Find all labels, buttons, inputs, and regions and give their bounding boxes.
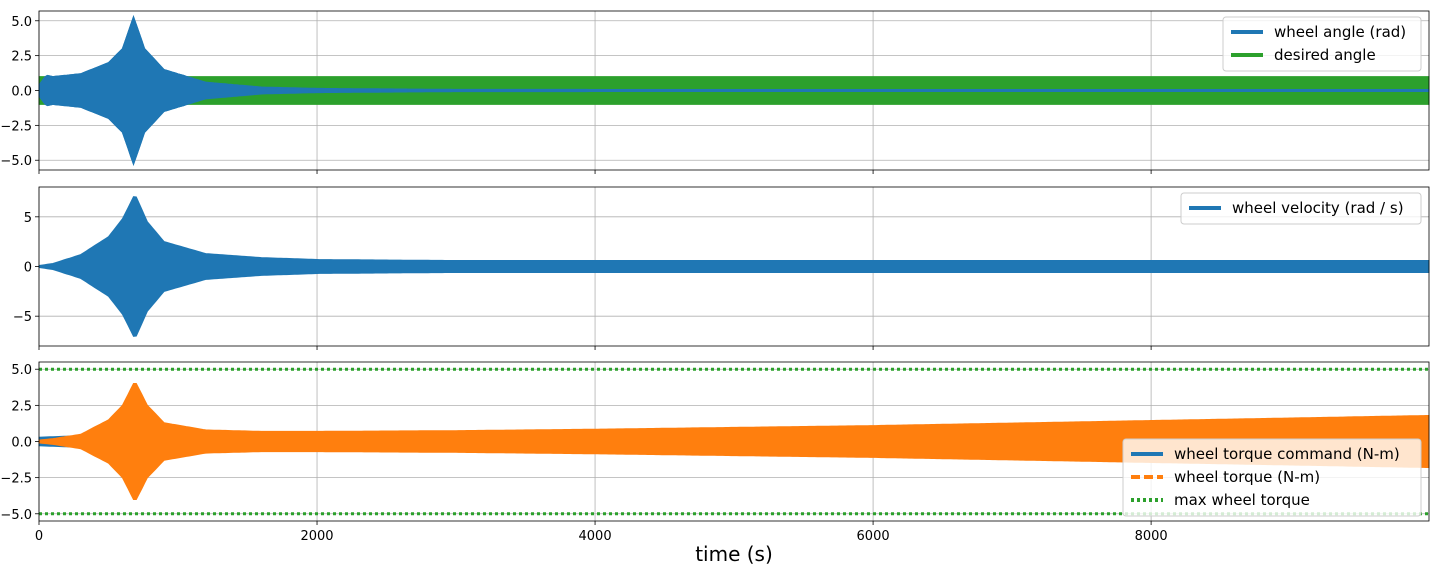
- y-tick-label: 5: [24, 211, 32, 226]
- legend-box: [1180, 192, 1422, 225]
- subplots: −5.0 −2.5 0.0 2.5 5.0 wheel angle (rad) desire…: [0, 10, 1430, 544]
- y-tick-label: 0.0: [11, 85, 32, 100]
- subplot-3: 0 2000 4000 6000 8000 −5.0 −2.5 0.0 2.5 5.0 wheel …: [0, 361, 1430, 544]
- legend-label: wheel velocity (rad / s): [1232, 199, 1404, 217]
- legend-label: wheel torque (N-m): [1174, 468, 1320, 486]
- x-tick-label: 2000: [300, 529, 333, 544]
- legend: wheel angle (rad) desired angle: [1222, 16, 1422, 72]
- x-tick-label: 8000: [1135, 529, 1168, 544]
- x-axis-label: time (s): [695, 542, 773, 566]
- subplot-2: −5 0 5 wheel velocity (rad / s): [13, 186, 1430, 350]
- y-tick-label: 0.0: [11, 436, 32, 451]
- y-tick-label: 2.5: [11, 399, 32, 414]
- legend-label: desired angle: [1274, 46, 1376, 64]
- x-tick-label: 0: [35, 529, 43, 544]
- legend-label: wheel angle (rad): [1274, 23, 1406, 41]
- legend-box: [1222, 16, 1422, 72]
- legend-label: wheel torque command (N-m): [1174, 445, 1400, 463]
- legend-label: max wheel torque: [1174, 491, 1310, 509]
- y-tick-label: 2.5: [11, 50, 32, 65]
- y-tick-label: 0: [24, 261, 32, 276]
- subplot-1: −5.0 −2.5 0.0 2.5 5.0 wheel angle (rad) desire…: [0, 10, 1430, 174]
- y-tick-label: −2.5: [0, 119, 32, 134]
- y-tick-label: 5.0: [11, 15, 32, 30]
- legend: wheel torque command (N-m) wheel torque (…: [1122, 438, 1422, 517]
- y-tick-label: −5.0: [0, 508, 32, 523]
- y-tick-label: −2.5: [0, 472, 32, 487]
- y-tick-label: −5: [13, 310, 32, 325]
- y-tick-label: −5.0: [0, 154, 32, 169]
- y-tick-label: 5.0: [11, 363, 32, 378]
- legend: wheel velocity (rad / s): [1180, 192, 1422, 225]
- x-tick-label: 6000: [857, 529, 890, 544]
- legend-box: [1122, 438, 1422, 517]
- series-band-overlay: [38, 15, 1430, 166]
- x-tick-label: 4000: [579, 529, 612, 544]
